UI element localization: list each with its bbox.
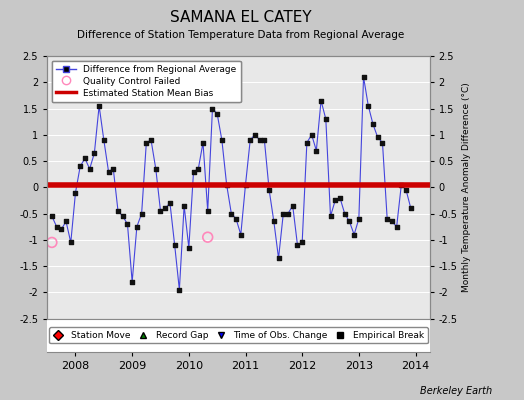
- Point: [293, 242, 302, 248]
- Point: [378, 140, 387, 146]
- Point: [203, 234, 212, 240]
- Point: [246, 137, 254, 143]
- Point: [260, 137, 269, 143]
- Point: [95, 103, 103, 109]
- Point: [189, 168, 198, 175]
- Point: [142, 140, 150, 146]
- Point: [194, 166, 202, 172]
- Point: [392, 224, 401, 230]
- Point: [223, 182, 231, 188]
- Point: [275, 255, 283, 261]
- Point: [364, 103, 373, 109]
- Point: [331, 197, 340, 204]
- Text: SAMANA EL CATEY: SAMANA EL CATEY: [170, 10, 312, 25]
- Point: [57, 226, 66, 232]
- Point: [180, 202, 188, 209]
- Point: [71, 189, 80, 196]
- Point: [388, 218, 396, 225]
- Point: [374, 134, 382, 141]
- Point: [359, 74, 368, 80]
- Point: [279, 210, 288, 217]
- Point: [109, 166, 117, 172]
- Point: [284, 210, 292, 217]
- Point: [298, 239, 307, 246]
- Point: [133, 224, 141, 230]
- Point: [166, 200, 174, 206]
- Point: [67, 239, 75, 246]
- Text: Difference of Station Temperature Data from Regional Average: Difference of Station Temperature Data f…: [78, 30, 405, 40]
- Point: [62, 218, 70, 225]
- Point: [251, 132, 259, 138]
- Point: [147, 137, 155, 143]
- Point: [312, 147, 321, 154]
- Legend: Station Move, Record Gap, Time of Obs. Change, Empirical Break: Station Move, Record Gap, Time of Obs. C…: [49, 327, 428, 344]
- Point: [123, 221, 132, 227]
- Point: [208, 105, 216, 112]
- Point: [161, 205, 169, 212]
- Point: [341, 210, 349, 217]
- Point: [48, 213, 56, 219]
- Point: [350, 231, 358, 238]
- Point: [326, 213, 335, 219]
- Point: [128, 279, 136, 285]
- Point: [355, 216, 363, 222]
- Point: [322, 116, 330, 122]
- Y-axis label: Monthly Temperature Anomaly Difference (°C): Monthly Temperature Anomaly Difference (…: [462, 82, 471, 292]
- Point: [213, 110, 221, 117]
- Point: [383, 216, 391, 222]
- Point: [265, 187, 274, 193]
- Text: Berkeley Earth: Berkeley Earth: [420, 386, 493, 396]
- Point: [170, 242, 179, 248]
- Legend: Difference from Regional Average, Quality Control Failed, Estimated Station Mean: Difference from Regional Average, Qualit…: [52, 60, 241, 102]
- Point: [118, 213, 127, 219]
- Point: [175, 286, 183, 293]
- Point: [270, 218, 278, 225]
- Point: [397, 182, 406, 188]
- Point: [151, 166, 160, 172]
- Point: [156, 208, 165, 214]
- Point: [227, 210, 235, 217]
- Point: [308, 132, 316, 138]
- Point: [85, 166, 94, 172]
- Point: [232, 216, 240, 222]
- Point: [303, 140, 311, 146]
- Point: [237, 231, 245, 238]
- Point: [402, 187, 410, 193]
- Point: [345, 218, 354, 225]
- Point: [184, 244, 193, 251]
- Point: [203, 208, 212, 214]
- Point: [104, 168, 113, 175]
- Point: [317, 98, 325, 104]
- Point: [137, 210, 146, 217]
- Point: [48, 239, 56, 246]
- Point: [81, 155, 89, 162]
- Point: [369, 121, 377, 128]
- Point: [90, 150, 99, 156]
- Point: [407, 205, 415, 212]
- Point: [256, 137, 264, 143]
- Point: [336, 194, 344, 201]
- Point: [199, 140, 207, 146]
- Point: [289, 202, 297, 209]
- Point: [100, 137, 108, 143]
- Point: [217, 137, 226, 143]
- Point: [52, 224, 61, 230]
- Point: [114, 208, 122, 214]
- Point: [242, 182, 250, 188]
- Point: [76, 163, 84, 170]
